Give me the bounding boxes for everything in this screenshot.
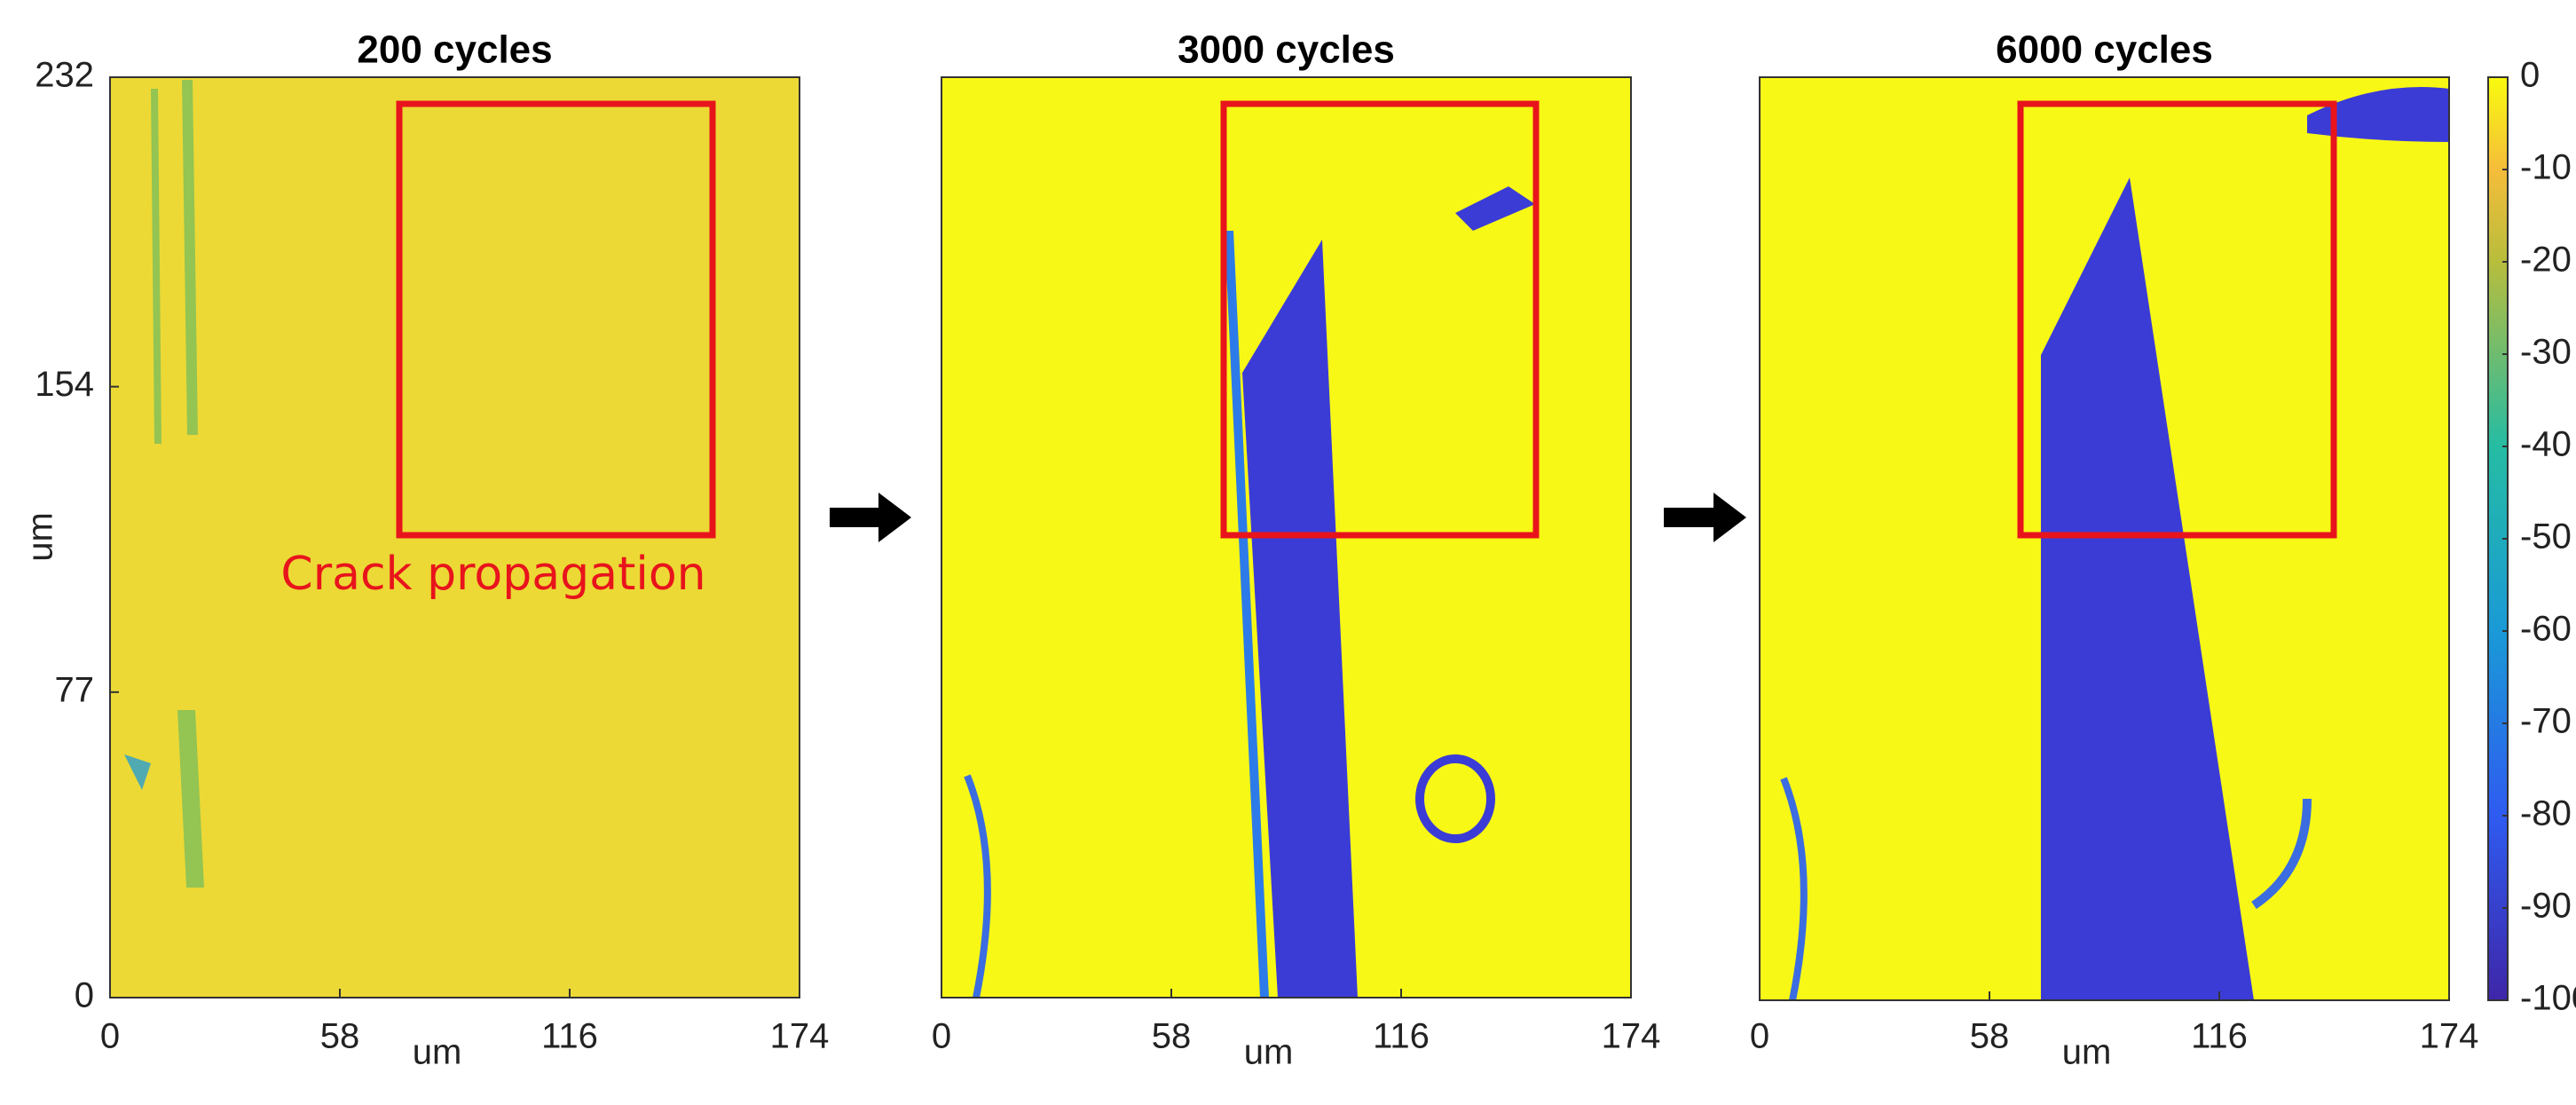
y-tick-label: 77 bbox=[55, 670, 95, 709]
x-tick-label: 58 bbox=[320, 1017, 360, 1056]
colorbar-tick-label: -100 bbox=[2520, 979, 2576, 1018]
highlight-box bbox=[1220, 100, 1540, 539]
x-tick-label: 116 bbox=[1373, 1017, 1430, 1056]
x-axis-label: um bbox=[1244, 1033, 1294, 1072]
panel-title: 3000 cycles bbox=[1178, 28, 1395, 72]
colorbar-tick-label: -50 bbox=[2520, 517, 2572, 556]
colorbar-tick-label: -40 bbox=[2520, 425, 2572, 464]
colorbar-tick-label: -80 bbox=[2520, 794, 2572, 833]
x-tick-label: 58 bbox=[1970, 1017, 2010, 1056]
annotation: Crack propagation bbox=[280, 548, 705, 601]
x-tick-label: 174 bbox=[2420, 1017, 2479, 1056]
colorbar-tick-label: -10 bbox=[2520, 148, 2572, 187]
y-tick-label: 232 bbox=[35, 56, 94, 95]
highlight-box bbox=[396, 100, 716, 539]
colorbar-tick-label: -70 bbox=[2520, 702, 2572, 741]
colorbar-tick-label: -90 bbox=[2520, 887, 2572, 926]
colorbar-tick-label: -30 bbox=[2520, 333, 2572, 372]
panel-title: 200 cycles bbox=[357, 28, 552, 72]
axes-frame bbox=[1759, 76, 2450, 1001]
x-axis-label: um bbox=[413, 1033, 462, 1072]
colorbar-tick-label: 0 bbox=[2520, 56, 2540, 95]
y-axis-label: um bbox=[21, 512, 60, 562]
heatmap-texture bbox=[964, 186, 1535, 998]
y-tick-label: 154 bbox=[35, 365, 94, 404]
heatmap-texture bbox=[124, 80, 204, 888]
arrow bbox=[1664, 493, 1746, 542]
x-tick-label: 0 bbox=[932, 1017, 951, 1056]
axes-frame bbox=[941, 76, 1632, 998]
colorbar-tick-label: -20 bbox=[2520, 241, 2572, 280]
panel-title: 6000 cycles bbox=[1996, 28, 2213, 72]
y-tick-label: 0 bbox=[75, 976, 94, 1015]
x-tick-label: 174 bbox=[1602, 1017, 1661, 1056]
colorbar-tick-label: -60 bbox=[2520, 610, 2572, 649]
x-tick-label: 116 bbox=[541, 1017, 598, 1056]
x-tick-label: 0 bbox=[100, 1017, 120, 1056]
x-axis-label: um bbox=[2062, 1033, 2112, 1072]
heatmap-texture bbox=[1780, 87, 2449, 1001]
axes-frame bbox=[109, 76, 800, 998]
highlight-box bbox=[2017, 100, 2337, 539]
x-tick-label: 0 bbox=[1750, 1017, 1769, 1056]
x-tick-label: 174 bbox=[770, 1017, 830, 1056]
x-tick-label: 58 bbox=[1152, 1017, 1192, 1056]
x-tick-label: 116 bbox=[2191, 1017, 2248, 1056]
arrow bbox=[830, 493, 911, 542]
